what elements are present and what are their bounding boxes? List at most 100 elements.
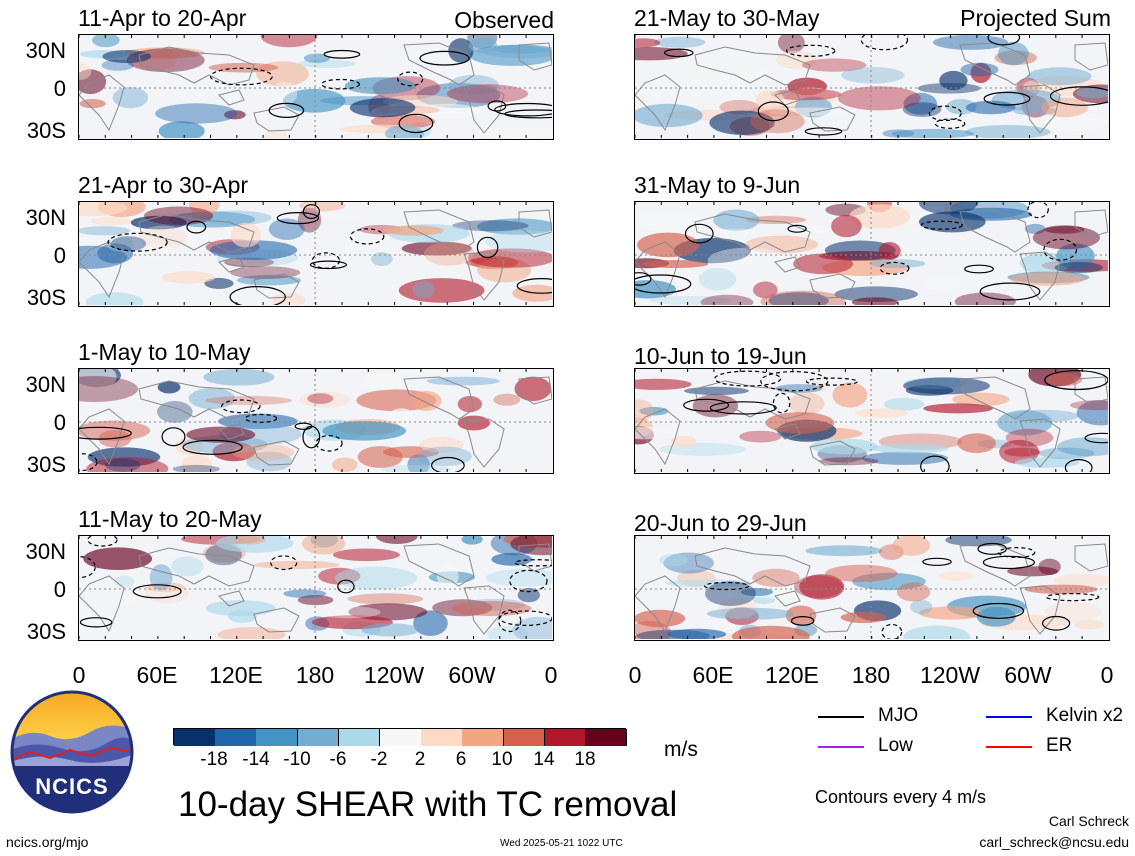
shear-anomaly: [79, 245, 128, 269]
mjo-contour: [270, 555, 298, 571]
shear-anomaly: [457, 415, 490, 431]
mjo-contour: [321, 78, 361, 90]
shear-anomaly: [79, 376, 138, 402]
mjo-contour: [268, 102, 305, 119]
shear-anomaly: [361, 373, 407, 391]
panel-title-left-2: 21-Apr to 30-Apr: [78, 172, 249, 198]
coastline: [1074, 543, 1108, 572]
footer-email[interactable]: carl_schreck@ncsu.edu: [979, 834, 1129, 850]
shear-anomaly: [117, 35, 145, 40]
shear-anomaly: [706, 607, 795, 620]
shear-anomaly: [361, 623, 420, 637]
shear-anomaly: [903, 625, 971, 639]
shear-anomaly: [468, 248, 552, 268]
lon-label: 180: [295, 662, 335, 688]
shear-anomaly: [452, 220, 529, 232]
shear-anomaly: [740, 588, 774, 596]
shear-anomaly: [417, 446, 472, 467]
panel-title-right-4: 20-Jun to 29-Jun: [634, 510, 807, 536]
lat-label: 30S: [26, 452, 66, 477]
coastline: [79, 408, 125, 466]
coastline: [774, 590, 801, 607]
shear-anomaly: [297, 595, 334, 606]
shear-anomaly: [732, 625, 810, 639]
coastline: [403, 543, 475, 587]
shear-anomaly: [482, 45, 552, 59]
footer-url[interactable]: ncics.org/mjo: [6, 834, 89, 850]
shear-anomaly: [158, 121, 205, 138]
shear-anomaly: [831, 215, 862, 238]
mjo-contour: [998, 547, 1036, 559]
shear-anomaly: [157, 381, 181, 394]
shear-anomaly: [960, 62, 999, 77]
shear-anomaly: [965, 100, 1016, 115]
shear-anomaly: [79, 420, 151, 441]
shear-anomaly: [635, 38, 661, 48]
mjo-contour: [787, 224, 807, 233]
shear-anomaly: [514, 376, 552, 401]
shear-anomaly: [426, 376, 500, 386]
shear-anomaly: [485, 569, 552, 587]
shear-anomaly: [1014, 457, 1080, 468]
panel-title-left-1: 11-Apr to 20-Apr: [78, 5, 247, 31]
shear-anomaly: [228, 609, 257, 623]
shear-anomaly: [137, 244, 175, 260]
cb-tick: -14: [242, 749, 270, 770]
map-panel: [634, 368, 1110, 474]
shear-anomaly: [714, 228, 764, 238]
shear-anomaly: [401, 241, 472, 256]
mjo-contour: [757, 101, 789, 122]
coastline: [694, 213, 811, 253]
shear-anomaly: [999, 439, 1040, 464]
shear-anomaly: [114, 575, 135, 588]
mjo-contour: [979, 282, 1041, 301]
mjo-contour: [431, 456, 465, 472]
mjo-contour: [772, 392, 791, 414]
shear-anomaly: [957, 433, 996, 453]
colorbar-swatch: [503, 729, 546, 746]
shear-anomaly: [83, 547, 153, 570]
shear-anomaly: [419, 436, 464, 453]
coastline: [959, 209, 1031, 253]
shear-anomaly: [130, 215, 187, 230]
coastline: [774, 256, 801, 273]
lon-label: 120E: [765, 662, 819, 688]
shear-anomaly: [299, 391, 350, 408]
mjo-contour: [1042, 615, 1071, 631]
shear-anomaly: [260, 35, 318, 48]
mjo-contour: [516, 278, 552, 294]
shear-anomaly: [271, 81, 298, 105]
mjo-contour: [132, 584, 182, 599]
lat-label: 0: [53, 410, 66, 435]
shear-anomaly: [799, 574, 845, 600]
shear-anomaly: [332, 548, 400, 562]
shear-anomaly: [739, 430, 782, 443]
shear-anomaly: [891, 128, 975, 138]
footer-author: Carl Schreck: [1048, 813, 1129, 829]
shear-anomaly: [793, 253, 853, 275]
cb-tick: -18: [200, 749, 228, 770]
shear-anomaly: [477, 127, 552, 138]
colorbar-swatch: [462, 729, 504, 746]
colorbar-swatch: [585, 729, 628, 746]
mjo-contour: [860, 35, 909, 51]
mjo-contour: [509, 569, 548, 593]
shear-anomaly: [1010, 409, 1079, 423]
shear-anomaly: [448, 74, 500, 96]
shear-anomaly: [745, 235, 819, 254]
coastline: [774, 423, 801, 440]
shear-anomaly: [326, 205, 363, 222]
coastline: [694, 46, 811, 86]
shear-anomaly: [512, 284, 552, 302]
shear-anomaly: [282, 88, 346, 113]
mjo-contour: [221, 399, 261, 414]
mjo-contour: [514, 559, 552, 567]
shear-anomaly: [232, 443, 295, 461]
shear-anomaly: [837, 86, 921, 111]
mjo-contour: [785, 44, 836, 57]
shear-anomaly: [635, 103, 703, 128]
shear-anomaly: [230, 266, 301, 279]
coastline: [809, 273, 856, 299]
mjo-contour: [928, 105, 962, 122]
coastline: [138, 547, 255, 587]
